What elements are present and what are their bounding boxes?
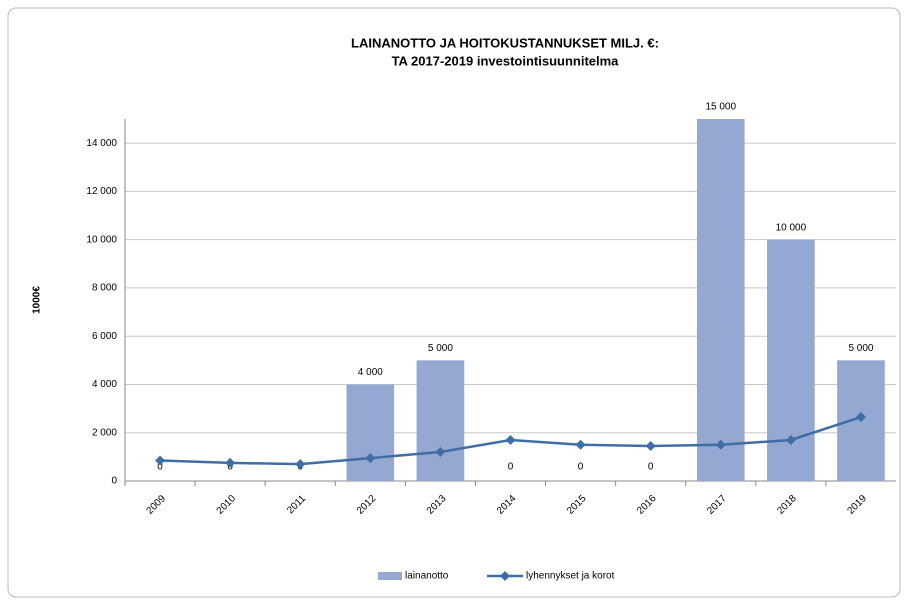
line-marker	[155, 455, 166, 466]
y-tick-label: 14 000	[86, 138, 117, 149]
data-label: 0	[508, 462, 514, 473]
chart-frame	[7, 7, 901, 598]
line-marker	[715, 439, 726, 450]
chart-subtitle: TA 2017-2019 investointisuunnitelma	[392, 53, 620, 68]
data-label: 4 000	[358, 367, 383, 378]
data-label: 10 000	[776, 222, 807, 233]
line-marker	[365, 453, 376, 464]
legend-label: lyhennykset ja korot	[526, 571, 615, 582]
y-tick-label: 12 000	[86, 186, 117, 197]
data-label: 15 000	[705, 102, 736, 113]
data-label: 0	[157, 462, 163, 473]
line-marker	[225, 457, 236, 468]
legend-label: lainanotto	[405, 571, 449, 582]
y-axis-label: 1000€	[32, 286, 43, 314]
legend-marker	[500, 571, 510, 581]
line-marker	[575, 439, 586, 450]
bar	[696, 119, 745, 481]
y-tick-label: 4 000	[92, 379, 117, 390]
bar	[346, 384, 395, 481]
y-tick-label: 6 000	[92, 331, 117, 342]
bar	[416, 360, 465, 481]
data-label: 5 000	[428, 343, 453, 354]
line-marker	[855, 412, 866, 423]
data-label: 0	[648, 462, 654, 473]
line-marker	[435, 447, 446, 458]
data-label: 5 000	[848, 343, 873, 354]
line-marker	[785, 434, 796, 445]
line-marker	[295, 459, 306, 470]
data-label: 0	[578, 462, 584, 473]
chart-title: LAINANOTTO JA HOITOKUSTANNUKSET MILJ. €:	[351, 35, 659, 50]
line-marker	[505, 434, 516, 445]
y-tick-label: 8 000	[92, 283, 117, 294]
y-tick-label: 2 000	[92, 427, 117, 438]
y-tick-label: 10 000	[86, 234, 117, 245]
y-tick-label: 0	[111, 476, 117, 487]
legend-swatch	[378, 572, 402, 580]
line-marker	[645, 441, 656, 452]
